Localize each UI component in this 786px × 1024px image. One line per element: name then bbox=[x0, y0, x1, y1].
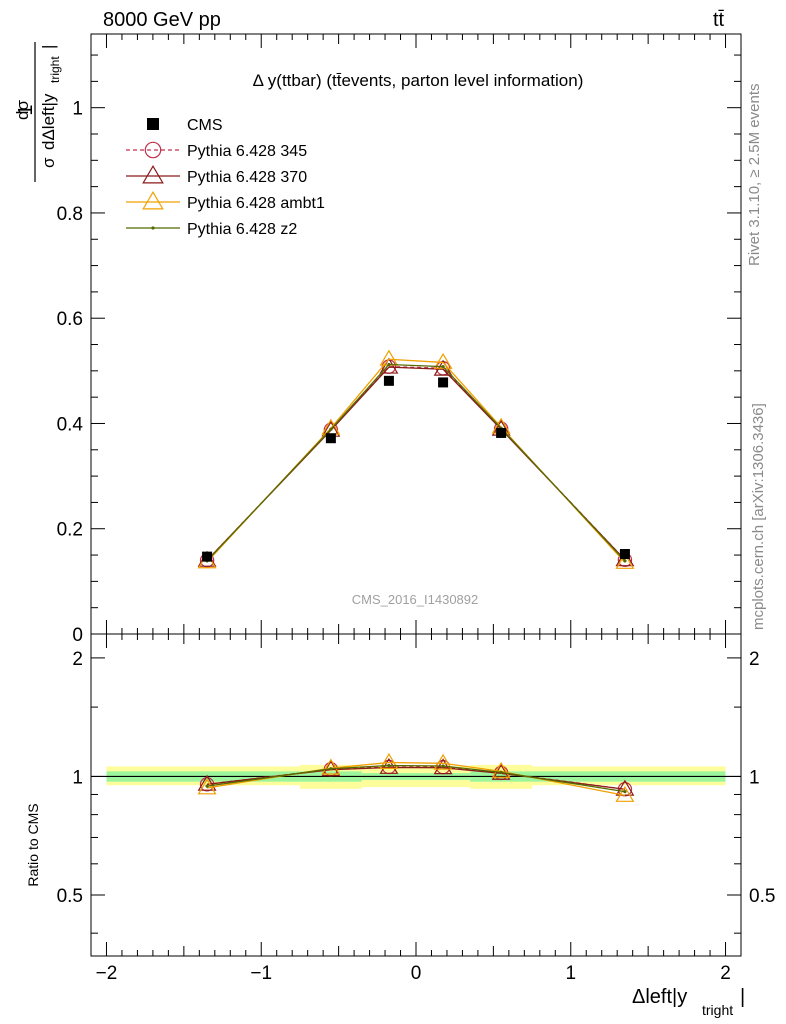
series-line bbox=[206, 358, 626, 563]
series-line bbox=[206, 366, 626, 561]
legend-label: CMS bbox=[187, 117, 223, 134]
ratio-point bbox=[329, 767, 333, 771]
ratio-uncertainty-bands bbox=[91, 764, 741, 789]
ratio-y-tick-label-right: 2 bbox=[749, 649, 760, 670]
data-point bbox=[496, 427, 507, 438]
data-point bbox=[325, 433, 336, 444]
series-line bbox=[206, 363, 626, 562]
series-line bbox=[206, 365, 626, 561]
x-tick-label: −2 bbox=[96, 963, 118, 984]
series-point bbox=[379, 357, 399, 374]
data-point bbox=[202, 551, 213, 562]
svg-text:dΔleft|y: dΔleft|y bbox=[39, 93, 58, 150]
legend-label: Pythia 6.428 345 bbox=[187, 143, 307, 160]
ratio-point bbox=[499, 770, 503, 774]
y-tick-label: 1 bbox=[72, 99, 83, 120]
legend-marker bbox=[151, 226, 155, 230]
series-point bbox=[441, 365, 445, 369]
process-label: tt̄ bbox=[713, 9, 725, 31]
svg-text:|: | bbox=[39, 45, 58, 49]
legend-label: Pythia 6.428 z2 bbox=[187, 221, 297, 238]
legend-marker bbox=[142, 165, 164, 184]
series-point bbox=[387, 362, 391, 367]
ratio-y-tick-label: 0.5 bbox=[57, 886, 83, 907]
x-tick-label: 1 bbox=[565, 963, 576, 984]
ratio-point bbox=[199, 777, 215, 792]
y-tick-label: 0.4 bbox=[57, 414, 84, 435]
ratio-y-tick-label: 2 bbox=[72, 649, 83, 670]
legend-label: Pythia 6.428 370 bbox=[187, 169, 307, 186]
legend-marker bbox=[147, 118, 159, 130]
ratio-point bbox=[321, 758, 341, 775]
svg-text:tright: tright bbox=[702, 1002, 733, 1018]
series-point bbox=[329, 427, 333, 431]
ratio-y-tick-label-right: 1 bbox=[749, 767, 760, 788]
legend: CMS Pythia 6.428 345 Pythia 6.428 370 Pythi… bbox=[126, 117, 325, 238]
ratio-point bbox=[441, 764, 445, 768]
ratio-y-tick-label-right: 0.5 bbox=[749, 886, 775, 907]
data-point bbox=[383, 375, 394, 386]
svg-text:Δleft|y: Δleft|y bbox=[632, 986, 687, 1008]
ratio-point bbox=[615, 785, 635, 802]
main-axis-ticks: 0 0.2 0.4 0.6 0.8 1 bbox=[57, 34, 741, 646]
svg-text:dσ: dσ bbox=[13, 100, 32, 120]
ratio-axis-ticks: −2 −1 0 1 2 0.5 0.5 1 1 2 2 bbox=[57, 634, 775, 984]
ratio-point bbox=[617, 782, 633, 797]
collision-label: 8000 GeV pp bbox=[103, 9, 221, 31]
y-tick-label: 0.6 bbox=[57, 309, 83, 330]
series-point bbox=[623, 559, 627, 563]
plot-title: Δ y(ttbar) (tt̄events, parton level info… bbox=[253, 71, 584, 90]
ratio-point bbox=[197, 778, 217, 795]
ratio-plot-frame bbox=[90, 633, 742, 957]
ratio-point bbox=[197, 774, 217, 791]
y-tick-label: 0.2 bbox=[57, 520, 83, 541]
legend-label: Pythia 6.428 ambt1 bbox=[187, 195, 325, 212]
ratio-point bbox=[387, 763, 391, 768]
series-point bbox=[615, 552, 635, 569]
ratio-point bbox=[491, 761, 511, 778]
series-point bbox=[433, 352, 453, 369]
x-axis-label: Δleft|y tright | bbox=[632, 986, 745, 1018]
data-point bbox=[438, 377, 449, 388]
x-tick-label: −1 bbox=[250, 963, 272, 984]
legend-marker bbox=[142, 191, 164, 210]
x-tick-label: 2 bbox=[720, 963, 731, 984]
svg-text:tright: tright bbox=[48, 56, 62, 83]
y-tick-label: 0.8 bbox=[57, 204, 83, 225]
data-point bbox=[619, 549, 630, 559]
svg-text:1: 1 bbox=[15, 104, 37, 115]
ratio-line bbox=[206, 764, 626, 793]
ratio-y-tick-label: 1 bbox=[72, 767, 83, 788]
y-tick-label: 0 bbox=[72, 625, 83, 646]
ratio-point bbox=[433, 753, 453, 770]
ratio-series-group bbox=[197, 752, 635, 802]
svg-text:|: | bbox=[740, 986, 745, 1008]
analysis-watermark: CMS_2016_I1430892 bbox=[352, 592, 479, 607]
main-y-axis-label: 1 σ dσ dΔleft|y tright | bbox=[13, 42, 62, 182]
ratio-point bbox=[205, 784, 209, 788]
svg-text:σ: σ bbox=[39, 157, 58, 168]
legend-marker bbox=[144, 141, 162, 159]
ratio-point bbox=[379, 752, 399, 769]
main-series-group bbox=[197, 349, 635, 569]
ratio-point bbox=[623, 790, 627, 794]
x-tick-label: 0 bbox=[411, 963, 422, 984]
ratio-y-axis-label: Ratio to CMS bbox=[25, 803, 41, 886]
